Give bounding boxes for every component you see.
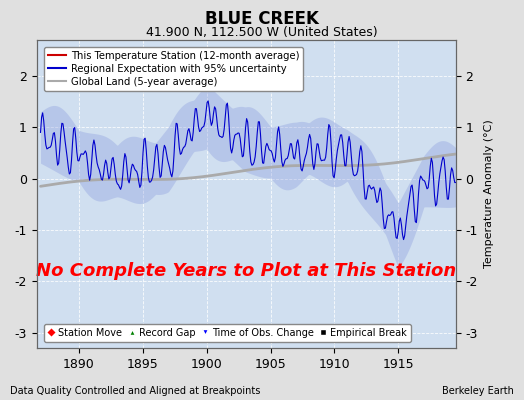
Text: 41.900 N, 112.500 W (United States): 41.900 N, 112.500 W (United States) [146,26,378,39]
Text: BLUE CREEK: BLUE CREEK [205,10,319,28]
Y-axis label: Temperature Anomaly (°C): Temperature Anomaly (°C) [484,120,494,268]
Text: No Complete Years to Plot at This Station: No Complete Years to Plot at This Statio… [36,262,456,280]
Text: Berkeley Earth: Berkeley Earth [442,386,514,396]
Text: Data Quality Controlled and Aligned at Breakpoints: Data Quality Controlled and Aligned at B… [10,386,261,396]
Legend: Station Move, Record Gap, Time of Obs. Change, Empirical Break: Station Move, Record Gap, Time of Obs. C… [43,324,411,342]
